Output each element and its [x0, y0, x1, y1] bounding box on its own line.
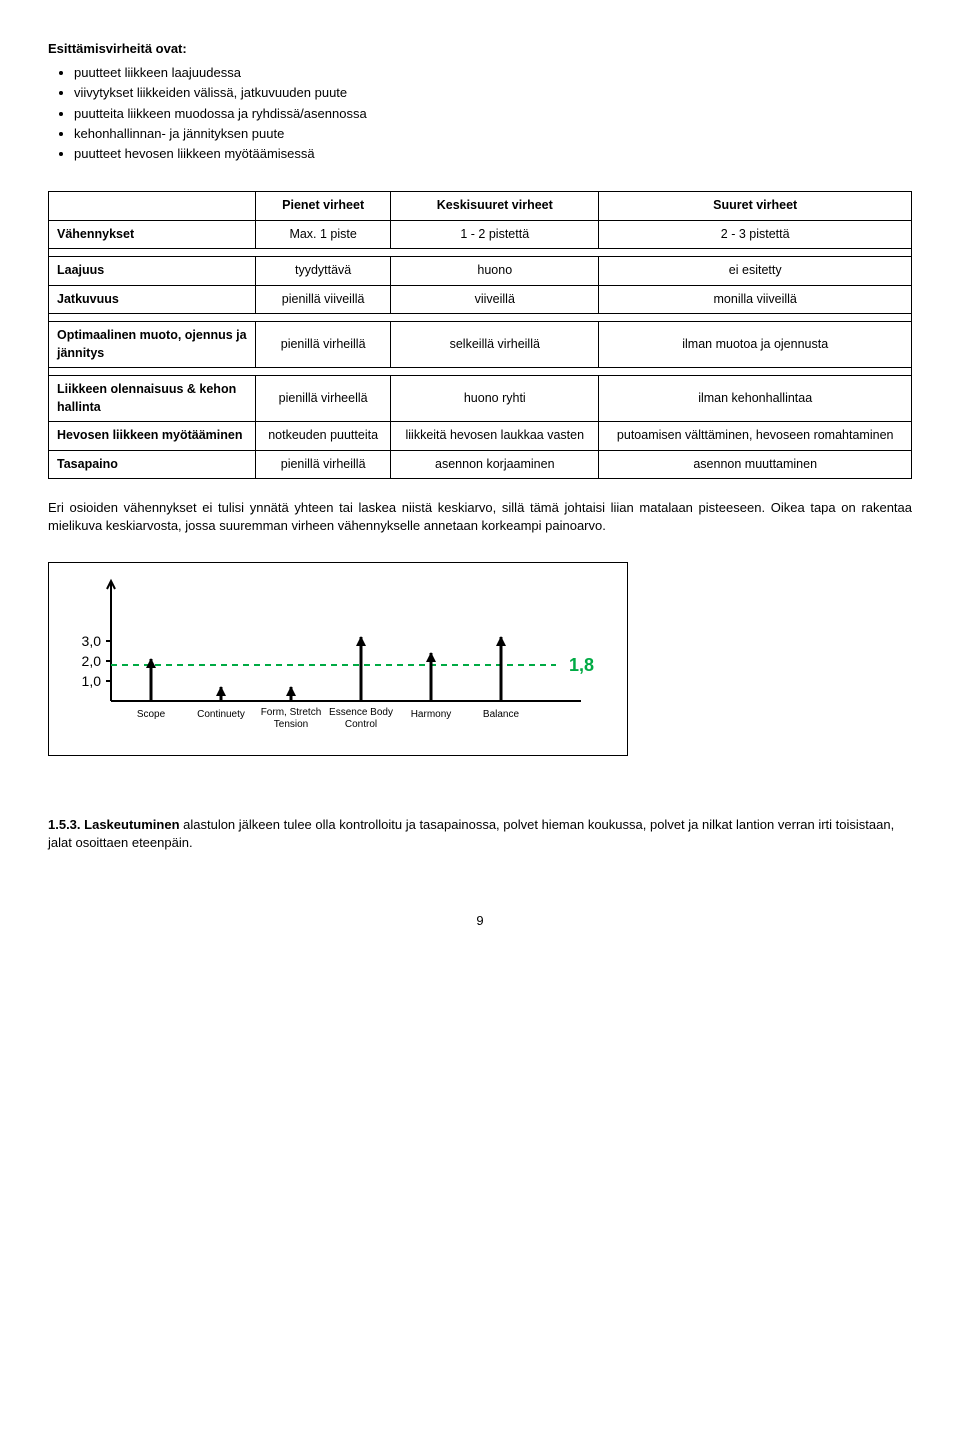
table-row: Pienet virheet Keskisuuret virheet Suure…	[49, 192, 912, 221]
svg-text:Balance: Balance	[483, 709, 520, 720]
cell: huono ryhti	[391, 376, 599, 422]
cell: 2 - 3 pistettä	[599, 220, 912, 249]
row-head: Optimaalinen muoto, ojennus ja jännitys	[49, 322, 256, 368]
page-number: 9	[48, 912, 912, 930]
row-head: Liikkeen olennaisuus & kehon hallinta	[49, 376, 256, 422]
col-header: Keskisuuret virheet	[391, 192, 599, 221]
table-spacer	[49, 314, 912, 322]
table-row: Laajuus tyydyttävä huono ei esitetty	[49, 257, 912, 286]
svg-text:Tension: Tension	[274, 719, 308, 730]
col-header: Pienet virheet	[256, 192, 391, 221]
cell: tyydyttävä	[256, 257, 391, 286]
cell: asennon korjaaminen	[391, 450, 599, 479]
svg-text:Control: Control	[345, 719, 377, 730]
cell: pienillä viiveillä	[256, 285, 391, 314]
cell: pienillä virheillä	[256, 322, 391, 368]
deduction-chart: 1,0 2,0 3,0 1,8 Scope Continuety Form, Stretch…	[61, 571, 617, 751]
svg-text:1,0: 1,0	[82, 673, 102, 689]
row-head: Vähennykset	[49, 220, 256, 249]
svg-text:Form, Stretch: Form, Stretch	[261, 707, 322, 718]
paragraph: Eri osioiden vähennykset ei tulisi ynnät…	[48, 499, 912, 535]
cell: ilman muotoa ja ojennusta	[599, 322, 912, 368]
cell: ilman kehonhallintaa	[599, 376, 912, 422]
col-header	[49, 192, 256, 221]
table-spacer	[49, 368, 912, 376]
cell: 1 - 2 pistettä	[391, 220, 599, 249]
chart-container: 1,0 2,0 3,0 1,8 Scope Continuety Form, Stretch…	[48, 562, 628, 756]
cell: ei esitetty	[599, 257, 912, 286]
table-row: Tasapaino pienillä virheillä asennon kor…	[49, 450, 912, 479]
row-head: Tasapaino	[49, 450, 256, 479]
section-number: 1.5.3.	[48, 817, 81, 832]
list-item: kehonhallinnan- ja jännityksen puute	[74, 125, 912, 143]
cell: Max. 1 piste	[256, 220, 391, 249]
heading: Esittämisvirheitä ovat:	[48, 40, 912, 58]
table-spacer	[49, 249, 912, 257]
svg-text:2,0: 2,0	[82, 653, 102, 669]
table-row: Vähennykset Max. 1 piste 1 - 2 pistettä …	[49, 220, 912, 249]
cell: notkeuden puutteita	[256, 422, 391, 451]
table-row: Hevosen liikkeen myötääminen notkeuden p…	[49, 422, 912, 451]
cell: monilla viiveillä	[599, 285, 912, 314]
cell: putoamisen välttäminen, hevoseen romahta…	[599, 422, 912, 451]
section-1-5-3: 1.5.3. Laskeutuminen alastulon jälkeen t…	[48, 816, 912, 852]
list-item: viivytykset liikkeiden välissä, jatkuvuu…	[74, 84, 912, 102]
list-item: puutteita liikkeen muodossa ja ryhdissä/…	[74, 105, 912, 123]
svg-text:3,0: 3,0	[82, 633, 102, 649]
svg-text:Scope: Scope	[137, 709, 166, 720]
svg-text:1,8: 1,8	[569, 655, 594, 675]
cell: liikkeitä hevosen laukkaa vasten	[391, 422, 599, 451]
table-row: Jatkuvuus pienillä viiveillä viiveillä m…	[49, 285, 912, 314]
svg-text:Continuety: Continuety	[197, 709, 245, 720]
list-item: puutteet liikkeen laajuudessa	[74, 64, 912, 82]
table-row: Liikkeen olennaisuus & kehon hallinta pi…	[49, 376, 912, 422]
deductions-table: Pienet virheet Keskisuuret virheet Suure…	[48, 191, 912, 479]
row-head: Laajuus	[49, 257, 256, 286]
section-body: Laskeutuminen alastulon jälkeen tulee ol…	[48, 817, 894, 850]
col-header: Suuret virheet	[599, 192, 912, 221]
list-item: puutteet hevosen liikkeen myötäämisessä	[74, 145, 912, 163]
svg-text:Harmony: Harmony	[411, 709, 452, 720]
cell: asennon muuttaminen	[599, 450, 912, 479]
cell: viiveillä	[391, 285, 599, 314]
row-head: Jatkuvuus	[49, 285, 256, 314]
svg-text:Essence Body: Essence Body	[329, 707, 393, 718]
cell: pienillä virheillä	[256, 450, 391, 479]
row-head: Hevosen liikkeen myötääminen	[49, 422, 256, 451]
cell: huono	[391, 257, 599, 286]
section-label: Laskeutuminen	[84, 817, 179, 832]
cell: pienillä virheellä	[256, 376, 391, 422]
bullet-list: puutteet liikkeen laajuudessa viivytykse…	[74, 64, 912, 163]
cell: selkeillä virheillä	[391, 322, 599, 368]
table-row: Optimaalinen muoto, ojennus ja jännitys …	[49, 322, 912, 368]
